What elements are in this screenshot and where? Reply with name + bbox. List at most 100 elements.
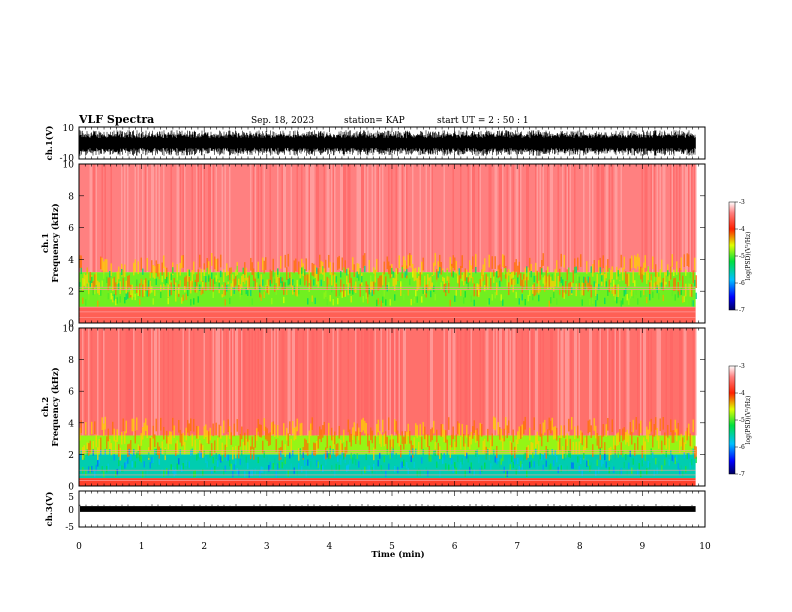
spectrogram-mottle — [557, 287, 559, 294]
spectrogram-fringe — [218, 424, 220, 438]
spectrogram-mottle — [194, 281, 196, 289]
spectrogram-mottle — [437, 457, 439, 464]
spectrogram-streak — [607, 328, 609, 436]
spectrogram-fringe — [650, 418, 652, 432]
spectrogram-streak — [550, 164, 552, 273]
spectrogram-streak — [469, 328, 471, 436]
spectrogram-mottle — [619, 274, 621, 281]
spectrogram-mottle — [145, 282, 147, 290]
spectrogram-streak — [307, 328, 309, 436]
spectrogram-fringe — [470, 265, 472, 279]
spectrogram-mottle — [460, 289, 462, 297]
spectrogram-mottle — [662, 454, 664, 461]
spectrogram-mottle — [329, 448, 331, 455]
ch3-waveform-panel: 5 0 -5 ch.3(V) — [44, 490, 706, 533]
spectrogram-streak — [527, 164, 529, 273]
spectrogram-mottle — [208, 460, 210, 467]
spectrogram-mottle — [280, 276, 282, 284]
spectrogram-fringe — [359, 284, 361, 297]
spectrogram-mottle — [164, 449, 166, 456]
freq-tick-label: 6 — [68, 388, 74, 398]
spectrogram-fringe — [670, 266, 672, 280]
spectrogram-streak — [599, 328, 601, 436]
spectrogram-mottle — [143, 461, 145, 468]
spectrogram-fringe — [203, 426, 205, 439]
spectrogram-mottle — [689, 271, 691, 279]
spectrogram-mottle — [554, 269, 556, 276]
spectrogram-mottle — [133, 290, 135, 297]
spectrogram-streak — [608, 164, 610, 273]
spectrogram-fringe — [262, 440, 264, 454]
spectrogram-mottle — [131, 461, 133, 468]
spectrogram-mottle — [526, 266, 528, 273]
spectrogram-streak — [502, 328, 504, 436]
spectrogram-streak — [316, 164, 318, 273]
spectrogram-streak — [619, 328, 621, 436]
spectrogram-streak — [119, 328, 121, 436]
spectrogram-mottle — [527, 294, 529, 302]
spectrogram-fringe — [488, 254, 490, 268]
spectrogram-fringe — [605, 424, 607, 437]
spectrogram-streak — [506, 328, 508, 436]
spectrogram-fringe — [190, 418, 192, 432]
spectrogram-fringe — [529, 257, 531, 271]
spectrogram-streak — [370, 328, 372, 436]
spectrogram-mottle — [442, 270, 444, 277]
spectrogram-fringe — [472, 256, 474, 270]
spectrogram-mottle — [505, 267, 507, 275]
spectrogram-streak — [85, 328, 87, 436]
spectrogram-mottle — [589, 298, 591, 306]
spectrogram-fringe — [79, 255, 81, 268]
ch2-colorbar — [728, 365, 736, 475]
spectrogram-mottle — [244, 471, 246, 478]
spectrogram-mottle — [670, 266, 672, 274]
spectrogram-streak — [274, 328, 276, 436]
spectrogram-fringe — [104, 416, 106, 430]
spectrogram-streak — [494, 164, 496, 273]
spectrogram-fringe — [536, 431, 538, 445]
spectrogram-streak — [146, 164, 148, 273]
spectrogram-fringe — [577, 425, 579, 439]
spectrogram-fringe — [488, 447, 490, 461]
spectrogram-band — [79, 478, 696, 486]
spectrogram-streak — [470, 328, 472, 436]
spectrogram-mottle — [154, 289, 156, 296]
spectrogram-streak — [191, 164, 193, 273]
ch1-ytick-minus10: -10 — [60, 154, 75, 164]
spectrogram-fringe — [664, 272, 666, 285]
spectrogram-streak — [172, 328, 174, 436]
spectrogram-streak — [431, 164, 433, 273]
spectrogram-mottle — [136, 451, 138, 459]
spectrogram-mottle — [170, 273, 172, 281]
spectrogram-fringe — [379, 431, 381, 444]
spectrogram-mottle — [232, 281, 234, 288]
spectrogram-fringe — [529, 427, 531, 441]
spectrogram-streak — [232, 328, 234, 436]
spectrogram-mottle — [614, 294, 616, 301]
spectrogram-mottle — [611, 462, 613, 470]
spectrogram-fringe — [502, 438, 504, 451]
spectrogram-fringe — [422, 421, 424, 435]
spectrogram-mottle — [694, 279, 696, 287]
spectrogram-mottle — [488, 298, 490, 305]
spectrogram-fringe — [424, 426, 426, 440]
spectrogram-fringe — [184, 277, 186, 290]
spectrogram-mottle — [203, 269, 205, 276]
spectrogram-streak — [235, 328, 237, 436]
spectrogram-fringe — [211, 253, 213, 266]
spectrogram-mottle — [436, 279, 438, 286]
spectrogram-mottle — [626, 294, 628, 301]
spectrogram-streak — [512, 328, 514, 436]
spectrogram-streak — [313, 164, 315, 273]
spectrogram-fringe — [683, 254, 685, 268]
spectrogram-mottle — [224, 299, 226, 306]
spectrogram-fringe — [662, 416, 664, 430]
spectrogram-streak — [485, 328, 487, 436]
spectrogram-streak — [260, 164, 262, 273]
spectrogram-streak — [301, 164, 303, 273]
spectrogram-streak — [596, 164, 598, 273]
spectrogram-fringe — [686, 427, 688, 441]
spectrogram-fringe — [464, 443, 466, 457]
spectrogram-mottle — [310, 273, 312, 280]
spectrogram-fringe — [518, 426, 520, 440]
